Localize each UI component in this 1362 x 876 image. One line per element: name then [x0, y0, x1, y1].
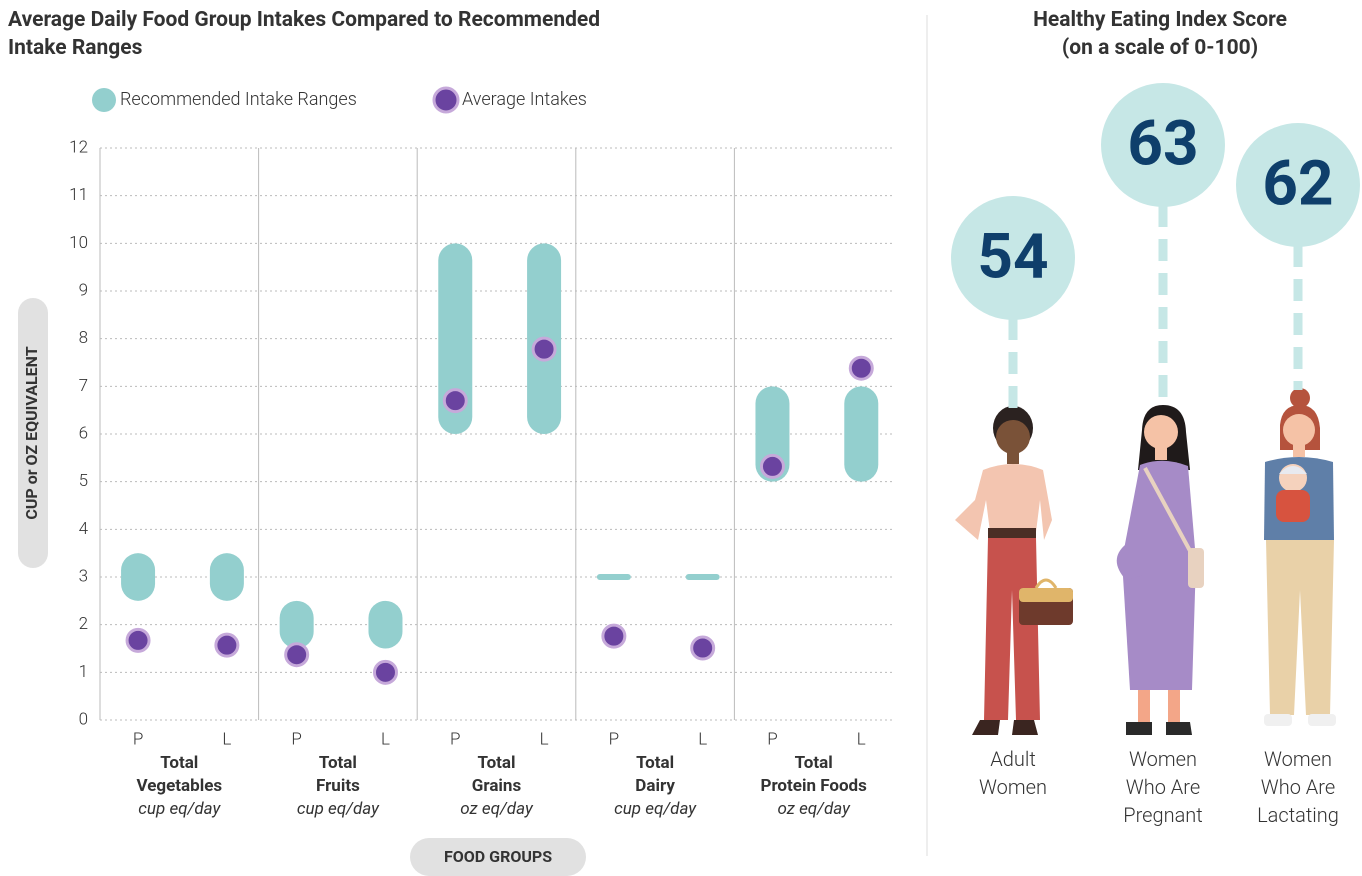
- y-label-pill: [18, 298, 48, 568]
- legend-label: Average Intakes: [462, 89, 587, 110]
- x-label-pill: [410, 838, 586, 876]
- y-tick-label: 12: [69, 137, 88, 157]
- y-tick-label: 2: [79, 614, 88, 634]
- score-value: 54: [977, 220, 1048, 293]
- range-pill: [685, 574, 720, 580]
- y-tick-label: 7: [79, 376, 88, 396]
- group-name: Total Vegetables: [136, 753, 223, 796]
- intake-dot: [284, 642, 310, 668]
- figure-adult: [955, 406, 1073, 735]
- x-tick-label: L: [381, 729, 390, 749]
- y-tick-label: 6: [79, 423, 88, 443]
- intake-dot: [531, 336, 557, 362]
- intake-dot: [601, 623, 627, 649]
- figure-lactating: [1264, 388, 1336, 726]
- x-tick-label: L: [222, 729, 231, 749]
- group-label: Women Who Are Lactating: [1257, 747, 1339, 827]
- group-unit: cup eq/day: [138, 799, 221, 819]
- x-tick-label: P: [609, 729, 619, 749]
- y-tick-label: 8: [79, 328, 88, 348]
- group-name: Total Grains: [471, 753, 522, 796]
- group-unit: oz eq/day: [777, 799, 850, 819]
- score-value: 62: [1262, 147, 1333, 220]
- x-tick-label: L: [857, 729, 866, 749]
- group-label: Total Dairy cup eq/day: [580, 752, 730, 821]
- group-label: Total Fruits cup eq/day: [263, 752, 413, 821]
- x-tick-label: P: [291, 729, 301, 749]
- intake-dot: [690, 635, 716, 661]
- y-axis-label: CUP or OZ EQUIVALENT: [22, 346, 41, 519]
- chart-title: Average Daily Food Group Intakes Compare…: [8, 8, 601, 60]
- y-tick-label: 9: [79, 280, 88, 300]
- score-title: Healthy Eating Index Score (on a scale of…: [960, 6, 1360, 62]
- x-tick-label: P: [767, 729, 777, 749]
- intake-dot: [372, 659, 398, 685]
- group-unit: oz eq/day: [460, 799, 533, 819]
- y-tick-label: 3: [79, 566, 88, 586]
- intake-dot: [442, 388, 468, 414]
- group-unit: cup eq/day: [296, 799, 379, 819]
- legend-swatch: [92, 88, 116, 112]
- score-bubble: [1236, 123, 1360, 247]
- score-bubble: [1101, 83, 1225, 207]
- score-subtitle: (on a scale of 0-100): [1061, 36, 1259, 60]
- range-pill: [368, 600, 403, 649]
- intake-dot: [759, 453, 785, 479]
- group-name: Total Fruits: [315, 753, 360, 796]
- x-tick-label: L: [540, 729, 549, 749]
- y-tick-label: 4: [79, 519, 89, 539]
- intake-dot: [125, 627, 151, 653]
- group-label: Adult Women: [979, 747, 1047, 799]
- legend-label: Recommended Intake Ranges: [120, 89, 357, 110]
- group-label: Women Who Are Pregnant: [1123, 747, 1203, 827]
- range-pill: [209, 553, 244, 601]
- range-pill: [596, 574, 631, 580]
- score-bubble: [951, 196, 1075, 320]
- legend-swatch: [432, 86, 460, 114]
- x-axis-label: FOOD GROUPS: [444, 847, 552, 866]
- y-tick-label: 1: [79, 662, 88, 682]
- intake-dot: [214, 632, 240, 658]
- x-tick-label: P: [450, 729, 460, 749]
- score-title-text: Healthy Eating Index Score: [1033, 8, 1287, 32]
- x-tick-label: P: [133, 729, 143, 749]
- group-label: Total Vegetables cup eq/day: [104, 752, 254, 821]
- range-pill: [279, 600, 314, 649]
- x-tick-label: L: [698, 729, 707, 749]
- group-name: Total Dairy: [635, 753, 675, 796]
- group-label: Total Grains oz eq/day: [422, 752, 572, 821]
- group-name: Total Protein Foods: [760, 753, 867, 796]
- intake-dot: [848, 355, 874, 381]
- y-tick-label: 5: [79, 471, 88, 491]
- range-pill: [121, 553, 156, 601]
- range-pill: [844, 386, 879, 482]
- y-tick-label: 10: [69, 233, 88, 253]
- y-tick-label: 11: [69, 185, 88, 205]
- figure-pregnant: [1116, 405, 1204, 735]
- score-value: 63: [1127, 107, 1198, 180]
- group-label: Total Protein Foods oz eq/day: [739, 752, 889, 821]
- y-tick-label: 0: [79, 709, 88, 729]
- range-pill: [438, 243, 473, 434]
- group-unit: cup eq/day: [614, 799, 697, 819]
